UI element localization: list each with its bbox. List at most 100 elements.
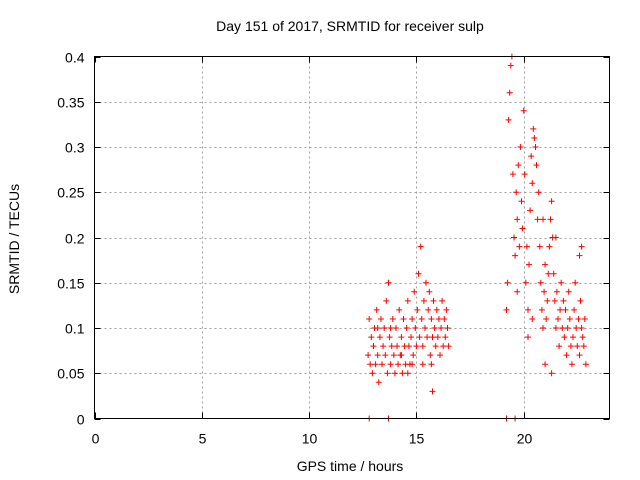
data-point (572, 279, 579, 286)
data-point (520, 107, 527, 114)
data-point (394, 343, 401, 350)
data-point (525, 306, 531, 313)
data-point (366, 316, 373, 322)
data-point (373, 306, 380, 313)
data-point (537, 279, 544, 286)
data-point (386, 334, 393, 341)
data-point (540, 216, 546, 223)
data-point (562, 306, 569, 313)
data-point (438, 325, 445, 331)
y-tick-label: 0.3 (65, 140, 85, 156)
data-point (513, 189, 520, 196)
data-point (580, 343, 587, 350)
data-point (522, 279, 529, 286)
data-point (540, 325, 546, 331)
x-axis-label: GPS time / hours (297, 458, 404, 474)
data-points (365, 53, 589, 422)
data-point (429, 334, 436, 341)
axis-ticks: 0 0.05 0.1 0.15 0.2 0.25 0.3 0.35 0.4 0 5 10 15 20 (57, 50, 610, 447)
data-point (578, 325, 585, 331)
data-point (398, 334, 405, 341)
data-point (581, 316, 588, 322)
data-point (532, 144, 539, 150)
data-point (518, 198, 525, 205)
data-point (387, 325, 394, 331)
x-tick-label: 10 (302, 431, 318, 447)
data-point (514, 288, 521, 295)
data-point (428, 316, 435, 322)
data-point (544, 297, 551, 304)
data-point (521, 171, 528, 178)
y-tick-label: 0 (77, 412, 85, 428)
data-point (435, 316, 442, 322)
data-point (379, 361, 385, 368)
y-tick-label: 0.05 (57, 366, 84, 382)
data-point (378, 316, 384, 322)
data-point (565, 288, 572, 295)
data-point (512, 252, 519, 259)
data-point (387, 361, 394, 368)
data-point (531, 135, 538, 141)
data-point (542, 361, 549, 368)
grid-lines (94, 56, 610, 419)
data-point (542, 261, 549, 268)
data-point (507, 62, 514, 69)
data-point (561, 334, 568, 341)
data-point (536, 243, 543, 250)
data-point (368, 334, 375, 341)
data-point (527, 207, 534, 214)
y-tick-label: 0.1 (65, 321, 85, 337)
data-point (400, 316, 407, 322)
data-point (563, 352, 570, 359)
data-point (439, 297, 446, 304)
data-point (552, 325, 559, 331)
data-point (403, 325, 410, 331)
data-point (547, 216, 554, 223)
data-point (433, 306, 440, 313)
data-point (578, 243, 585, 250)
data-point (413, 343, 420, 350)
data-point (383, 297, 390, 304)
data-point (420, 297, 427, 304)
y-tick-label: 0.15 (57, 276, 84, 292)
data-point (425, 306, 432, 313)
data-point (523, 243, 530, 250)
data-point (389, 316, 396, 322)
data-point (444, 325, 451, 331)
x-tick-label: 20 (517, 431, 533, 447)
data-point (567, 343, 574, 350)
data-point (430, 297, 437, 304)
data-point (409, 316, 416, 322)
data-point (431, 325, 438, 331)
data-point (419, 361, 426, 368)
data-point (440, 343, 447, 350)
data-point (429, 388, 436, 395)
data-point (395, 361, 402, 368)
data-point (427, 352, 434, 359)
data-point (504, 279, 511, 286)
data-point (414, 306, 421, 313)
data-point (568, 361, 575, 368)
data-point (576, 352, 583, 359)
y-tick-label: 0.35 (57, 95, 84, 111)
data-point (418, 316, 425, 322)
data-point (426, 288, 433, 295)
data-point (408, 334, 414, 341)
y-axis-label: SRMTID / TECUs (6, 184, 22, 294)
data-point (558, 279, 565, 286)
data-point (380, 343, 387, 350)
data-point (515, 162, 522, 169)
data-point (432, 343, 439, 350)
data-point (428, 361, 435, 368)
data-point (564, 325, 571, 331)
data-point (541, 288, 548, 295)
data-point (559, 325, 566, 331)
data-point (410, 352, 417, 359)
data-point (545, 270, 552, 277)
data-point (409, 361, 416, 368)
data-point (509, 171, 516, 178)
data-point (419, 343, 426, 350)
data-point (399, 370, 406, 377)
data-point (543, 316, 550, 322)
data-point (376, 334, 383, 341)
